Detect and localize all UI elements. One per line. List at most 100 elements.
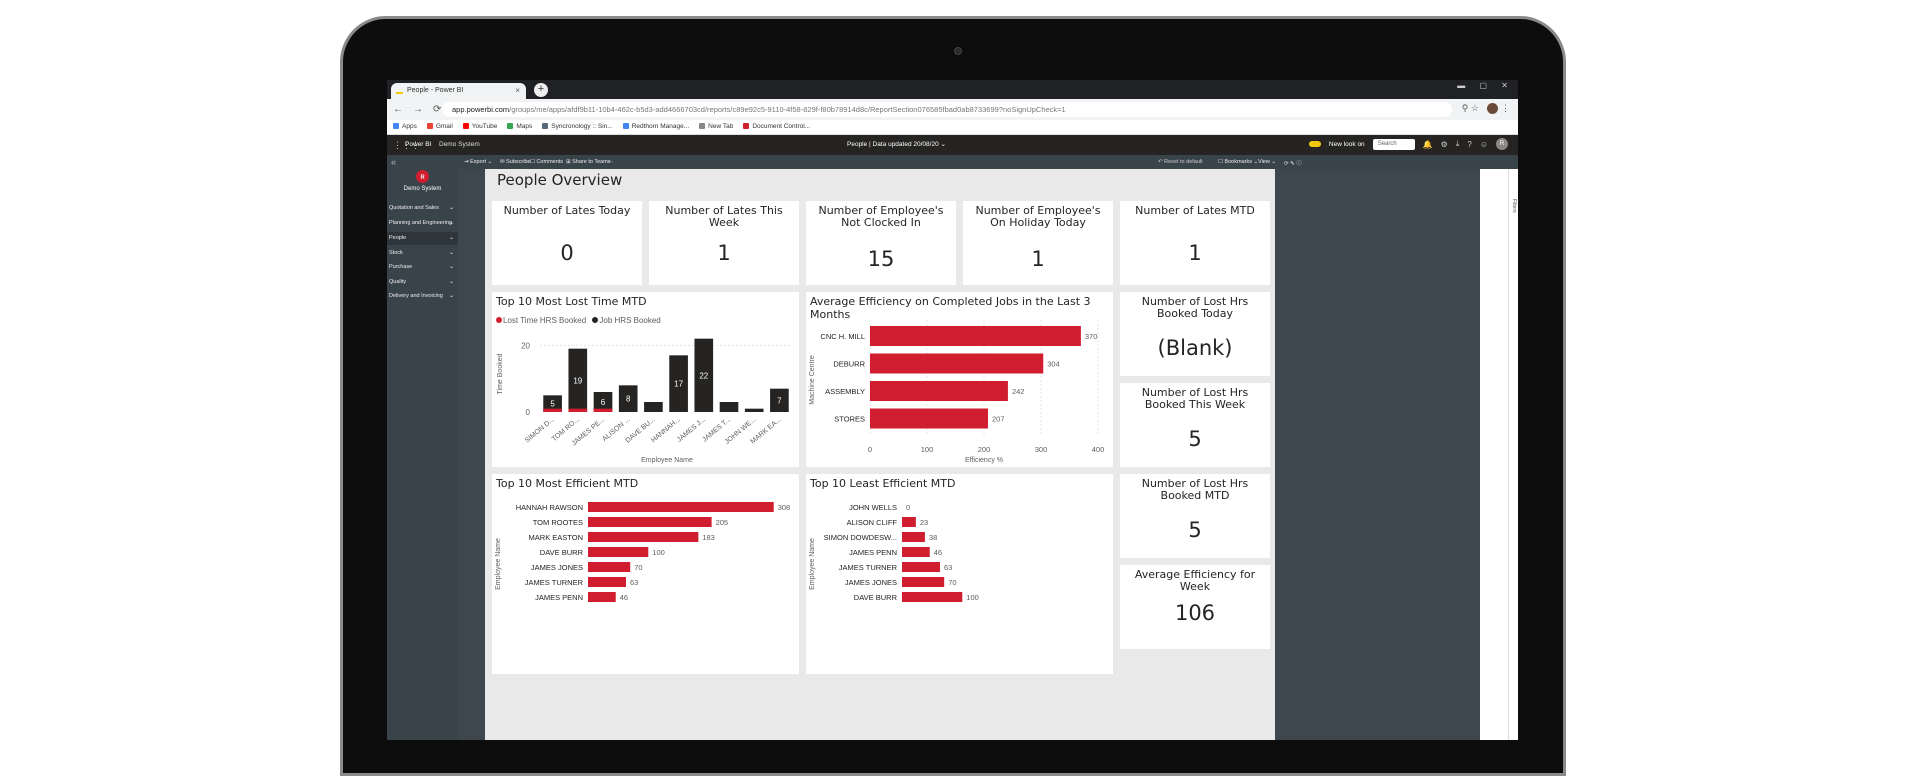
filters-pane[interactable]: Filters: [1508, 169, 1518, 740]
y-tick-label: STORES: [834, 415, 865, 424]
browser-tab-bar: People - Power BI × + ▬ ▢ ✕: [387, 80, 1518, 99]
header-actions: New look on Search 🔔 ⚙ ⤓ ? ☺ R: [1308, 138, 1508, 150]
bookmark-label: New Tab: [708, 123, 734, 130]
bookmark-item[interactable]: Document Control...: [743, 123, 810, 130]
card-lost-hrs-today[interactable]: Number of Lost Hrs Booked Today (Blank): [1120, 292, 1270, 376]
close-tab-icon[interactable]: ×: [515, 86, 520, 95]
waffle-icon[interactable]: ⋮⋮⋮: [393, 140, 420, 150]
reset-default-button[interactable]: ↶ Reset to default: [1158, 159, 1203, 165]
share-teams-button[interactable]: ⊞ Share to Teams: [566, 159, 611, 165]
bookmarks-button[interactable]: ☐ Bookmarks ⌄: [1218, 159, 1259, 165]
powerbi-tab-icon: [396, 88, 403, 94]
kpi-title: Number of Lates MTD: [1135, 204, 1255, 217]
profile-avatar[interactable]: [1487, 103, 1499, 115]
bar-job-hrs: [770, 388, 789, 412]
card-avg-efficiency-week[interactable]: Average Efficiency for Week 106: [1120, 565, 1270, 649]
chevron-down-icon: ⌄: [448, 220, 454, 226]
chart-most-efficient[interactable]: Top 10 Most Efficient MTD Employee Name H…: [492, 474, 799, 674]
bar-job-hrs: [593, 392, 613, 412]
app-name[interactable]: Power BI: [405, 141, 432, 148]
bookmark-item[interactable]: Syncronology :: Sin...: [542, 123, 613, 130]
notifications-icon[interactable]: 🔔: [1422, 139, 1433, 149]
new-look-toggle[interactable]: [1308, 141, 1321, 147]
y-axis-title: Employee Name: [809, 538, 816, 590]
nav-item[interactable]: Purchase ⌄: [387, 261, 458, 274]
nav-item-label: Quality: [389, 279, 407, 285]
kpi-card-lates-week[interactable]: Number of Lates This Week 1: [649, 201, 799, 285]
reload-button[interactable]: ⟳: [433, 104, 442, 115]
chart-least-efficient[interactable]: Top 10 Least Efficient MTD Employee Name…: [806, 474, 1113, 674]
search-input[interactable]: Search: [1372, 138, 1415, 150]
x-tick-label: 0: [868, 445, 872, 454]
nav-item[interactable]: Quality ⌄: [387, 276, 458, 289]
browser-tab[interactable]: People - Power BI ×: [391, 83, 526, 99]
bar-job-hrs: [744, 408, 764, 412]
feedback-icon[interactable]: ☺: [1479, 139, 1488, 149]
back-button[interactable]: ←: [393, 104, 403, 115]
bookmark-item[interactable]: Gmail: [426, 123, 453, 130]
bar-job-hrs: [669, 355, 688, 412]
chart-legend: Lost Time HRS Booked Job HRS Booked: [496, 316, 661, 325]
data-label: 304: [1047, 360, 1060, 369]
data-label: 6: [601, 398, 606, 407]
forward-button[interactable]: →: [413, 104, 423, 115]
report-header-title[interactable]: People | Data updated 20/08/20 ⌄: [847, 141, 946, 148]
data-label: 0: [906, 503, 910, 512]
workspace-name[interactable]: Demo System: [439, 141, 480, 148]
card-lost-hrs-week[interactable]: Number of Lost Hrs Booked This Week 5: [1120, 383, 1270, 467]
kpi-card-lates-mtd[interactable]: Number of Lates MTD 1: [1120, 201, 1270, 285]
subscribe-button[interactable]: ✉ Subscribe: [500, 159, 531, 165]
user-avatar[interactable]: R: [1496, 138, 1508, 150]
bookmark-label: Maps: [516, 123, 533, 130]
nav-item[interactable]: Quotation and Sales ⌄: [387, 202, 458, 215]
y-tick-label: DEBURR: [833, 360, 865, 369]
url-field[interactable]: app.powerbi.com/groups/me/apps/afdf9b11-…: [442, 102, 1452, 117]
export-button[interactable]: ⇥ Export ⌄: [464, 159, 493, 165]
bar-lost-time: [568, 408, 588, 412]
kpi-card-lates-today[interactable]: Number of Lates Today 0: [492, 201, 642, 285]
avg-efficiency-svg: 0 100 200 300 400 Machine Centre CNC H. MILL 37…: [809, 320, 1104, 464]
bookmark-favicon-icon: [699, 123, 706, 129]
settings-icon[interactable]: ⚙: [1440, 139, 1448, 149]
nav-item[interactable]: People ⌄: [387, 232, 458, 245]
window-controls[interactable]: ▬ ▢ ✕: [1457, 81, 1514, 90]
bookmark-item[interactable]: Maps: [507, 123, 532, 130]
collapse-nav-icon[interactable]: «: [391, 157, 397, 167]
bookmark-item[interactable]: YouTube: [462, 123, 497, 130]
bookmark-item[interactable]: New Tab: [699, 123, 733, 130]
chart-most-lost-time[interactable]: Top 10 Most Lost Time MTD Lost Time HRS …: [492, 292, 799, 467]
view-button[interactable]: View ⌄: [1258, 159, 1276, 165]
card-title: Number of Lost Hrs Booked MTD: [1141, 477, 1249, 502]
more-options-icon[interactable]: ···: [608, 159, 614, 165]
bookmark-favicon-icon: [622, 123, 629, 129]
x-tick-label: 100: [921, 445, 934, 454]
y-tick-label: JAMES TURNER: [525, 578, 584, 587]
nav-item[interactable]: Stock ⌄: [387, 247, 458, 260]
kpi-title: Number of Employee's Not Clocked In: [818, 204, 944, 229]
kpi-card-not-clocked-in[interactable]: Number of Employee's Not Clocked In 15: [806, 201, 956, 285]
kpi-value: 15: [867, 247, 895, 271]
nav-item[interactable]: Delivery and Invoicing ⌄: [387, 290, 458, 303]
bookmark-item[interactable]: Apps: [393, 123, 417, 130]
toolbar-right-icons[interactable]: ⟳ ✎ ⓘ: [1284, 161, 1302, 167]
zoom-bookmark-icons[interactable]: ⚲ ☆: [1461, 103, 1479, 113]
y-tick-label: JAMES TURNER: [839, 563, 898, 572]
bookmark-item[interactable]: Redthorn Manage...: [622, 123, 689, 130]
powerbi-header: ⋮⋮⋮ Power BI Demo System People | Data u…: [387, 135, 1518, 155]
kpi-card-holiday-today[interactable]: Number of Employee's On Holiday Today 1: [963, 201, 1113, 285]
download-icon[interactable]: ⤓: [1455, 139, 1460, 148]
chart-avg-efficiency[interactable]: Average Efficiency on Completed Jobs in …: [806, 292, 1113, 467]
comments-button[interactable]: ☐ Comments: [530, 159, 564, 165]
nav-item[interactable]: Planning and Engineering ⌄: [387, 217, 458, 230]
help-icon[interactable]: ?: [1467, 139, 1472, 149]
bar: [870, 408, 988, 429]
bar: [588, 592, 616, 602]
browser-menu-icon[interactable]: ⋮: [1501, 103, 1510, 113]
card-lost-hrs-mtd[interactable]: Number of Lost Hrs Booked MTD 5: [1120, 474, 1270, 558]
new-tab-button[interactable]: +: [534, 83, 548, 97]
bar-job-hrs: [644, 402, 663, 412]
bar: [870, 326, 1081, 346]
pane-spacer: [1480, 169, 1508, 740]
bar-job-hrs: [694, 338, 714, 412]
bookmark-favicon-icon: [462, 123, 469, 129]
